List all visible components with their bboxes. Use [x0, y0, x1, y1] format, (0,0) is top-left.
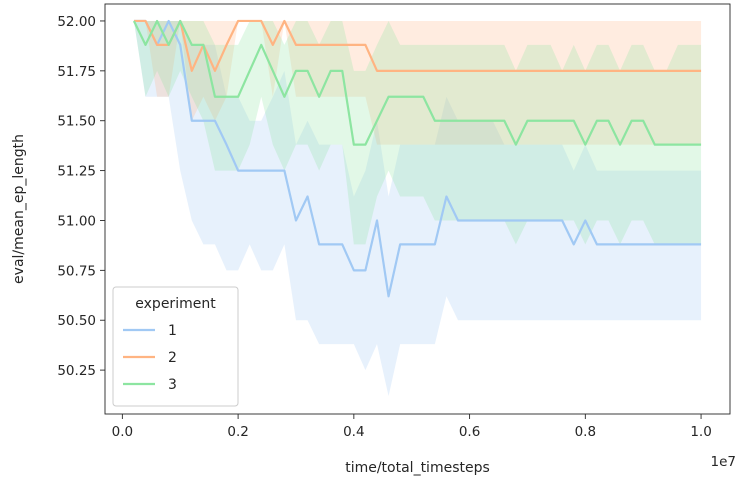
y-tick-label: 50.75: [57, 263, 96, 279]
line-series-2: [133, 19, 702, 72]
y-tick-label: 51.25: [57, 164, 96, 180]
x-tick-label: 0.8: [575, 424, 596, 440]
y-tick-label: 51.75: [57, 64, 96, 80]
y-tick-label: 51.00: [57, 213, 96, 229]
legend: experiment 1 2 3: [112, 286, 239, 407]
y-tick-label: 51.50: [57, 114, 96, 130]
x-axis-label: time/total_timesteps: [345, 460, 490, 476]
y-axis-label: eval/mean_ep_length: [11, 134, 27, 284]
x-tick-label: 1.0: [690, 424, 711, 440]
line-series-1: [133, 19, 702, 298]
x-tick-label: 0.4: [343, 424, 364, 440]
confidence-band-series-2: [133, 20, 702, 145]
legend-title: experiment: [135, 296, 216, 312]
legend-label-series-2: 2: [168, 350, 177, 366]
x-tick-label: 0.2: [227, 424, 248, 440]
x-tick-label: 0.6: [459, 424, 480, 440]
legend-label-series-3: 3: [168, 377, 177, 393]
x-axis: 0.0 0.2 0.4 0.6 0.8 1.0: [112, 414, 712, 440]
y-tick-label: 52.00: [57, 14, 96, 30]
confidence-band-series-1: [133, 20, 702, 397]
line-series-3: [132, 19, 702, 146]
x-axis-offset-label: 1e7: [711, 454, 736, 470]
series-lines: [132, 19, 702, 298]
legend-entries: 1 2 3: [123, 323, 177, 393]
legend-label-series-1: 1: [168, 323, 177, 339]
confidence-bands: [133, 20, 702, 397]
y-tick-label: 50.25: [57, 363, 96, 379]
plot-frame: [104, 3, 731, 415]
y-tick-label: 50.50: [57, 313, 96, 329]
x-tick-label: 0.0: [112, 424, 133, 440]
legend-box: [112, 286, 239, 407]
y-axis: 50.25 50.50 50.75 51.00 51.25 51.50 51.75 52.00: [57, 14, 105, 379]
